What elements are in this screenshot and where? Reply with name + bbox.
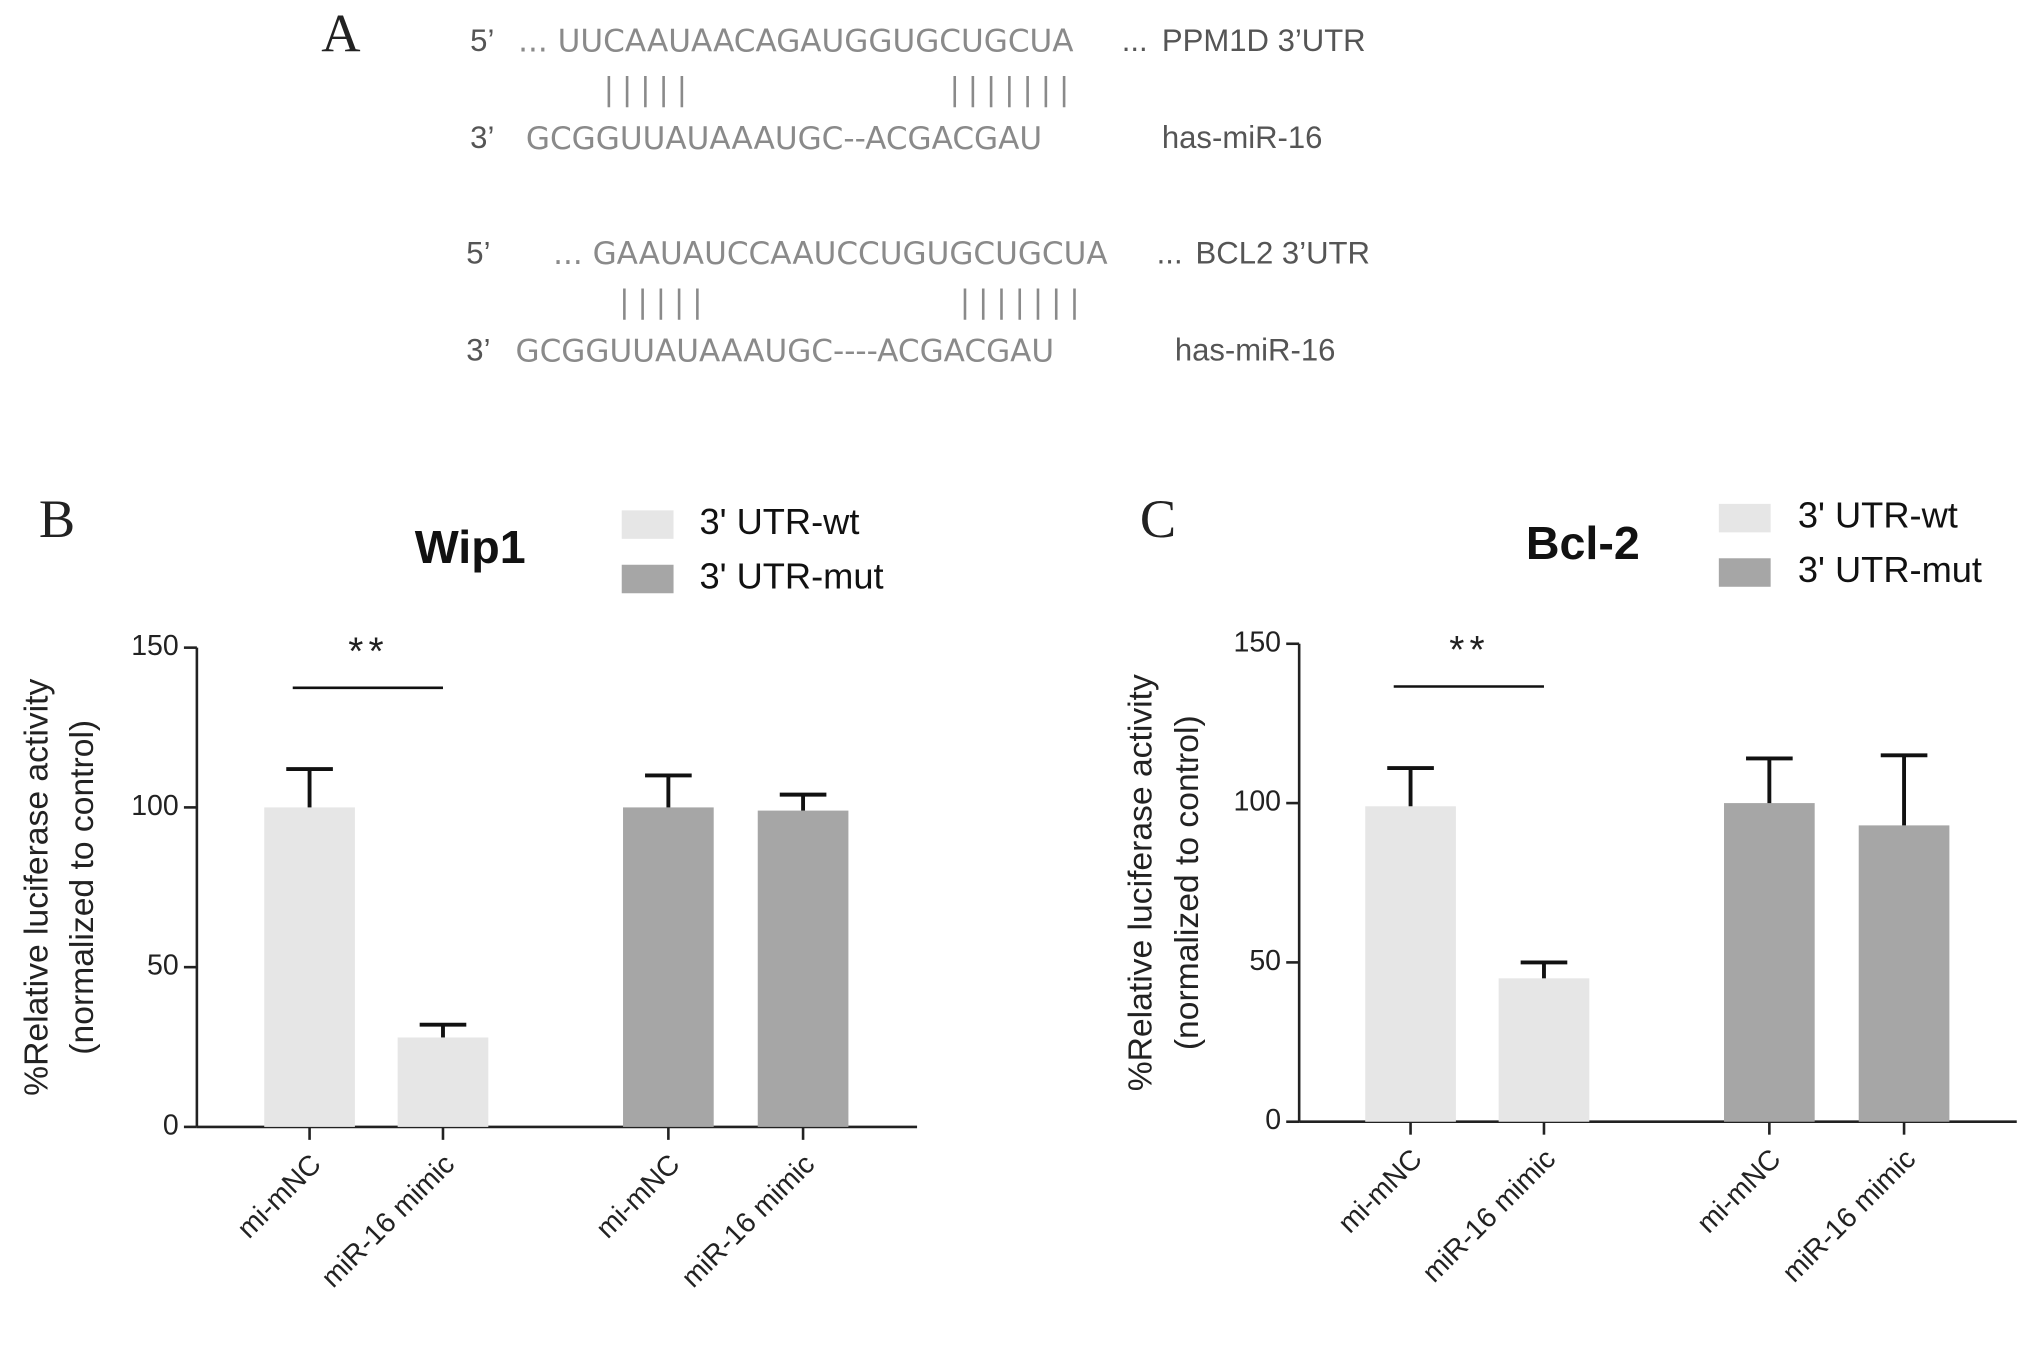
legend-label: 3' UTR-mut <box>1798 549 1982 590</box>
sequence: ... GAAUAUCCAAUCCUGUGCUGCUA <box>553 236 1108 272</box>
y-tick-label: 150 <box>1234 626 1282 658</box>
y-tick-label: 50 <box>147 950 179 982</box>
sequence-name: has-miR-16 <box>1175 333 1336 368</box>
y-tick-label: 100 <box>131 790 179 822</box>
chart-title: Wip1 <box>415 521 526 573</box>
y-axis-label: %Relative luciferase activity <box>1122 674 1159 1091</box>
sequence: GCGGUUAUAAAUGC----ACGACGAU <box>516 333 1055 369</box>
legend-swatch <box>621 510 674 539</box>
error-bar <box>286 767 333 808</box>
bar <box>1858 825 1950 1122</box>
x-tick-label: miR-16 mimic <box>1776 1143 1922 1289</box>
sequence: ... UUCAAUAACAGAUGGUGCUGCUA <box>518 24 1073 60</box>
bar <box>1365 806 1456 1122</box>
chart-title: Bcl-2 <box>1526 517 1640 569</box>
legend-label: 3' UTR-wt <box>699 501 859 542</box>
error-bar <box>1880 753 1928 826</box>
panel-label: B <box>39 489 75 549</box>
y-tick-label: 100 <box>1234 786 1282 818</box>
bar <box>757 810 849 1127</box>
error-bar <box>645 773 692 808</box>
legend-label: 3' UTR-mut <box>699 556 883 597</box>
error-bar <box>1746 756 1793 804</box>
x-tick-label: mi-mNC <box>590 1148 686 1244</box>
y-tick-label: 50 <box>1249 945 1281 977</box>
legend-swatch <box>1718 558 1771 587</box>
y-tick-label: 0 <box>1265 1104 1281 1136</box>
x-tick-label: miR-16 mimic <box>675 1148 821 1294</box>
legend-label: 3' UTR-wt <box>1798 495 1958 536</box>
error-bar <box>779 792 827 811</box>
bar <box>1498 978 1590 1122</box>
y-tick-label: 150 <box>131 630 179 662</box>
error-bar <box>1387 766 1434 807</box>
sequence: GCGGUUAUAAAUGC--ACGACGAU <box>526 121 1042 157</box>
strand-end: 3’ <box>466 333 490 368</box>
ellipsis: ... <box>1122 23 1148 58</box>
significance-label: ** <box>1449 629 1490 672</box>
x-tick-label: mi-mNC <box>1691 1143 1787 1239</box>
y-axis-label: (normalized to control) <box>64 720 101 1055</box>
significance-label: ** <box>348 630 389 673</box>
x-tick-label: mi-mNC <box>231 1148 327 1244</box>
legend-swatch <box>621 564 674 594</box>
bar <box>264 807 355 1127</box>
strand-end: 5’ <box>470 23 494 58</box>
base-pairs: ||||||| <box>960 284 1088 320</box>
y-tick-label: 0 <box>163 1109 179 1141</box>
panel-label: C <box>1140 489 1176 549</box>
error-bar <box>419 1022 467 1038</box>
base-pairs: ||||| <box>604 72 695 108</box>
strand-end: 3’ <box>470 120 494 155</box>
bar <box>623 807 714 1127</box>
x-tick-label: mi-mNC <box>1332 1143 1428 1239</box>
legend-swatch <box>1718 503 1771 533</box>
sequence-name: BCL2 3’UTR <box>1196 235 1370 270</box>
bar <box>397 1037 489 1127</box>
strand-end: 5’ <box>466 235 490 270</box>
panel-label: A <box>321 3 360 63</box>
ellipsis: ... <box>1157 235 1183 270</box>
y-axis-label: (normalized to control) <box>1169 715 1206 1050</box>
error-bar <box>1520 960 1568 979</box>
base-pairs: ||||| <box>619 284 710 320</box>
x-tick-label: miR-16 mimic <box>1416 1143 1562 1289</box>
base-pairs: ||||||| <box>949 72 1077 108</box>
y-axis-label: %Relative luciferase activity <box>19 679 56 1096</box>
x-tick-label: miR-16 mimic <box>315 1148 461 1294</box>
sequence-name: PPM1D 3’UTR <box>1162 23 1366 58</box>
bar <box>1724 803 1815 1122</box>
sequence-name: has-miR-16 <box>1162 120 1323 155</box>
